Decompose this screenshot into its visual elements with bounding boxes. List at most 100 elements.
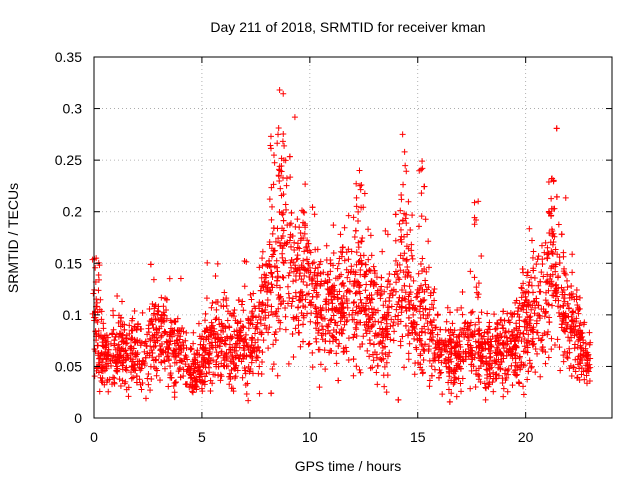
data-point — [534, 350, 541, 357]
data-point — [267, 133, 274, 140]
data-point — [192, 354, 199, 361]
data-point — [216, 343, 223, 350]
data-point — [519, 302, 526, 309]
data-point — [535, 302, 542, 309]
data-point — [366, 328, 373, 335]
data-point — [223, 295, 230, 302]
data-point — [514, 371, 521, 378]
data-point — [401, 282, 408, 289]
data-point — [546, 280, 553, 287]
data-point — [473, 371, 480, 378]
data-point — [272, 238, 279, 245]
data-point — [361, 271, 368, 278]
data-point — [583, 367, 590, 374]
data-point — [418, 190, 425, 197]
data-point — [448, 377, 455, 384]
data-point — [280, 259, 287, 266]
data-point — [556, 344, 563, 351]
data-point — [391, 328, 398, 335]
data-point — [96, 306, 103, 313]
data-point — [259, 248, 266, 255]
data-point — [325, 299, 332, 306]
data-point — [493, 344, 500, 351]
x-tick-label: 10 — [302, 429, 318, 445]
data-point — [146, 305, 153, 312]
data-point — [516, 380, 523, 387]
data-point — [268, 281, 275, 288]
data-point — [530, 267, 537, 274]
data-point — [362, 305, 369, 312]
data-point — [542, 239, 549, 246]
data-point — [576, 305, 583, 312]
grid — [94, 57, 612, 418]
data-point — [345, 357, 352, 364]
data-point — [506, 345, 513, 352]
data-point — [279, 225, 286, 232]
data-point — [274, 277, 281, 284]
data-point — [151, 364, 158, 371]
data-point — [194, 347, 201, 354]
data-point — [226, 346, 233, 353]
data-point — [409, 255, 416, 262]
data-point — [121, 380, 128, 387]
data-point — [370, 282, 377, 289]
data-point — [405, 332, 412, 339]
data-point — [182, 352, 189, 359]
data-point — [335, 260, 342, 267]
data-point — [262, 274, 269, 281]
data-point — [258, 370, 265, 377]
data-point — [152, 316, 159, 323]
data-point — [357, 186, 364, 193]
data-point — [536, 288, 543, 295]
data-point — [177, 374, 184, 381]
data-point — [147, 387, 154, 394]
data-point — [113, 331, 120, 338]
data-point — [242, 331, 249, 338]
data-point — [226, 323, 233, 330]
data-point — [155, 353, 162, 360]
data-point — [475, 315, 482, 322]
data-point — [502, 329, 509, 336]
data-point — [569, 269, 576, 276]
data-point — [570, 364, 577, 371]
data-point — [530, 289, 537, 296]
data-point — [467, 330, 474, 337]
data-point — [248, 349, 255, 356]
data-point — [421, 347, 428, 354]
data-point — [445, 364, 452, 371]
data-point — [213, 315, 220, 322]
data-point — [258, 331, 265, 338]
data-point — [353, 194, 360, 201]
data-point — [295, 304, 302, 311]
data-point — [232, 373, 239, 380]
data-point — [280, 274, 287, 281]
data-point — [218, 302, 225, 309]
data-point — [283, 175, 290, 182]
data-point — [142, 395, 149, 402]
data-point — [526, 320, 533, 327]
data-point — [247, 291, 254, 298]
data-point — [288, 303, 295, 310]
data-point — [455, 375, 462, 382]
data-point — [266, 324, 273, 331]
data-point — [306, 273, 313, 280]
data-point — [462, 348, 469, 355]
data-point — [519, 266, 526, 273]
data-point — [241, 258, 248, 265]
data-point — [147, 337, 154, 343]
data-point — [406, 301, 413, 308]
data-point — [431, 285, 438, 292]
data-point — [261, 278, 268, 285]
data-point — [302, 181, 309, 188]
data-point — [383, 316, 390, 323]
axis-tick-labels: 0 0.05 0.1 0.15 0.2 0.25 0.3 0.35 0 5 10 15 20 — [55, 49, 534, 445]
data-point — [150, 334, 157, 341]
data-point — [568, 334, 575, 341]
data-point — [580, 339, 587, 346]
data-point — [548, 195, 555, 202]
data-point — [280, 217, 287, 224]
data-point — [374, 381, 381, 388]
data-point — [305, 341, 312, 348]
data-point — [555, 221, 562, 228]
data-point — [518, 338, 525, 345]
